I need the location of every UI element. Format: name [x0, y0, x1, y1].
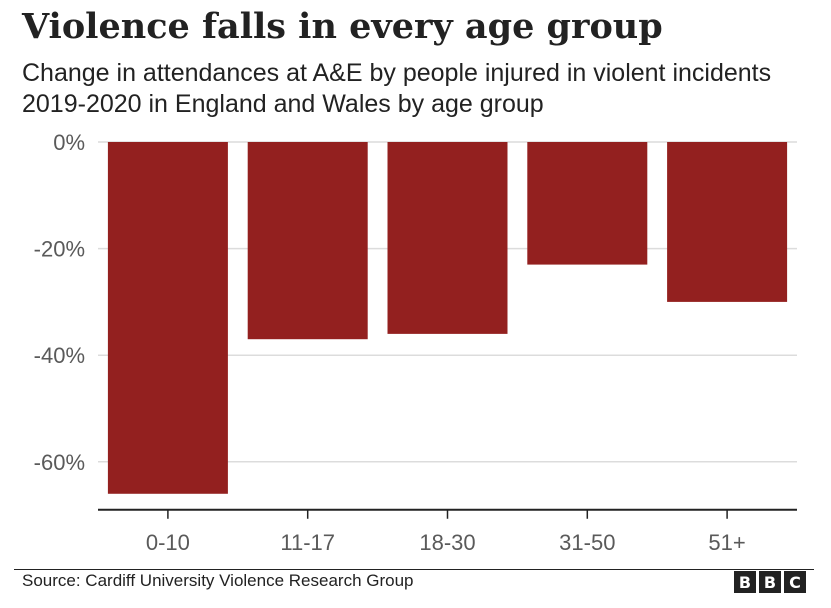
- x-tick-label: 31-50: [559, 530, 615, 555]
- bar-0-10: [107, 142, 228, 494]
- y-tick-label: -40%: [34, 343, 85, 368]
- bar-18-30: [387, 142, 508, 334]
- chart-subtitle: Change in attendances at A&E by people i…: [22, 59, 772, 118]
- footer-divider: [14, 569, 814, 570]
- x-tick-label: 0-10: [146, 530, 190, 555]
- bar-chart: 0% -20% -40% -60% 0-10 11-17 18-30 31-50 51+: [34, 130, 797, 555]
- x-tick-label: 18-30: [419, 530, 475, 555]
- bar-31-50: [527, 142, 648, 265]
- y-tick-label: -60%: [34, 450, 85, 475]
- x-tick-label: 51+: [708, 530, 745, 555]
- bbc-logo-letter: C: [784, 571, 806, 593]
- bar-51+: [667, 142, 788, 302]
- bbc-logo: B B C: [734, 571, 806, 593]
- bbc-logo-letter: B: [734, 571, 756, 593]
- bbc-logo-letter: B: [759, 571, 781, 593]
- chart-title: Violence falls in every age group: [22, 6, 663, 47]
- source-note: Source: Cardiff University Violence Rese…: [22, 571, 414, 590]
- y-tick-label: 0%: [53, 130, 85, 155]
- x-tick-label: 11-17: [280, 530, 335, 555]
- bar-11-17: [247, 142, 368, 340]
- y-tick-label: -20%: [34, 237, 85, 262]
